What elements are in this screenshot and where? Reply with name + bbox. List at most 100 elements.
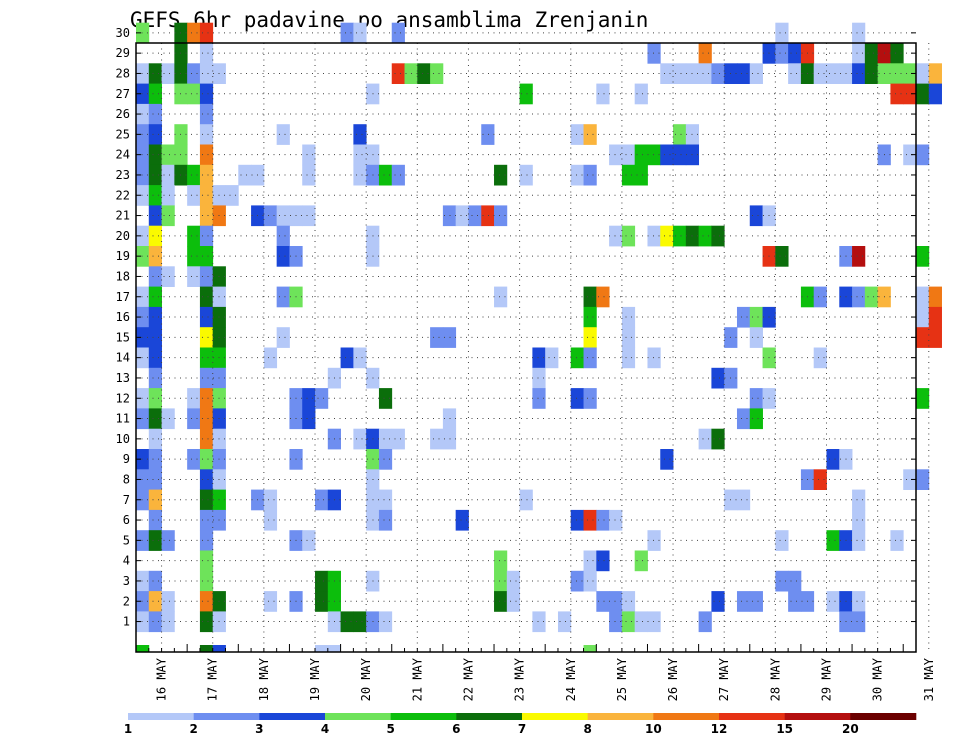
- heatmap-cell: [749, 306, 763, 328]
- heatmap-cell: [263, 509, 278, 531]
- heatmap-cell: [136, 327, 150, 348]
- heatmap-cell: [506, 570, 521, 592]
- heatmap-cell: [187, 83, 201, 105]
- x-tick-label: 21 MAY: [410, 657, 424, 701]
- heatmap-cell: [136, 611, 150, 633]
- heatmap-cell: [545, 347, 559, 369]
- heatmap-cell: [468, 205, 482, 227]
- legend-label: 8: [583, 722, 591, 736]
- y-tick-label: 30: [116, 26, 130, 40]
- heatmap-cell: [136, 449, 150, 470]
- y-tick-label: 29: [116, 46, 130, 60]
- heatmap-cell: [494, 164, 508, 186]
- y-tick-label: 17: [116, 290, 130, 304]
- heatmap-cell: [583, 347, 597, 369]
- heatmap-cell: [148, 347, 162, 369]
- legend-label: 4: [321, 722, 329, 736]
- heatmap-cell: [852, 591, 866, 612]
- heatmap-cell: [442, 205, 457, 227]
- heatmap-cell: [148, 103, 162, 125]
- heatmap-cell: [136, 530, 150, 551]
- legend-label: 12: [711, 722, 728, 736]
- heatmap-cell: [711, 428, 725, 450]
- heatmap-cell: [353, 22, 367, 44]
- heatmap-cell: [199, 22, 214, 44]
- heatmap-cell: [711, 591, 725, 612]
- heatmap-cell: [621, 591, 636, 612]
- heatmap-cell: [199, 306, 214, 328]
- heatmap-cell: [711, 225, 725, 247]
- heatmap-cell: [187, 225, 201, 247]
- heatmap-cell: [916, 388, 930, 409]
- heatmap-cell: [148, 286, 162, 308]
- heatmap-cell: [148, 489, 162, 511]
- heatmap-cell: [136, 83, 150, 105]
- heatmap-cell: [442, 428, 457, 450]
- y-tick-label: 23: [116, 168, 130, 182]
- heatmap-cell: [852, 611, 866, 633]
- heatmap-cell: [583, 306, 597, 328]
- heatmap-cell: [276, 124, 290, 145]
- heatmap-cell: [136, 63, 150, 84]
- heatmap-cell: [136, 306, 150, 328]
- x-tick-label: 17 MAY: [206, 657, 220, 701]
- legend-label: 1: [124, 722, 132, 736]
- heatmap-cell: [583, 645, 597, 653]
- heatmap-cell: [199, 509, 214, 531]
- y-tick-label: 12: [116, 391, 130, 405]
- heatmap-cell: [788, 570, 802, 592]
- heatmap-cell: [187, 449, 201, 470]
- heatmap-cell: [148, 63, 162, 84]
- heatmap-cell: [148, 327, 162, 348]
- heatmap-cell: [673, 124, 687, 145]
- heatmap-cell: [430, 327, 444, 348]
- y-tick-label: 26: [116, 107, 130, 121]
- heatmap-cell: [788, 63, 802, 84]
- heatmap-cell: [148, 205, 162, 227]
- heatmap-cell: [161, 530, 175, 551]
- heatmap-cell: [570, 388, 584, 409]
- heatmap-cell: [136, 489, 150, 511]
- heatmap-cell: [481, 124, 495, 145]
- heatmap-cell: [263, 347, 278, 369]
- heatmap-cell: [596, 509, 610, 531]
- heatmap-cell: [238, 164, 252, 186]
- heatmap-cell: [916, 286, 930, 308]
- heatmap-cell: [775, 530, 789, 551]
- heatmap-cell: [813, 469, 827, 490]
- heatmap-cell: [532, 367, 546, 389]
- heatmap-cell: [353, 124, 367, 145]
- legend-swatch: [259, 713, 326, 720]
- heatmap-cell: [391, 164, 405, 186]
- heatmap-cell: [263, 489, 278, 511]
- heatmap-cell: [852, 530, 866, 551]
- heatmap-cell: [378, 611, 393, 633]
- heatmap-cell: [148, 591, 162, 612]
- heatmap-cell: [391, 63, 405, 84]
- heatmap-cell: [890, 83, 904, 105]
- heatmap-cell: [749, 205, 763, 227]
- heatmap-cell: [199, 611, 214, 633]
- heatmap-cell: [890, 43, 904, 64]
- heatmap-cell: [736, 408, 751, 430]
- heatmap-cell: [148, 408, 162, 430]
- y-tick-label: 5: [123, 533, 130, 547]
- heatmap-cell: [916, 83, 930, 105]
- heatmap-cell: [340, 22, 354, 44]
- heatmap-cell: [378, 428, 393, 450]
- heatmap-cell: [813, 63, 827, 84]
- heatmap-cell: [161, 266, 175, 287]
- heatmap-cell: [583, 550, 597, 572]
- heatmap-cell: [276, 286, 290, 308]
- heatmap-cell: [557, 611, 572, 633]
- heatmap-cell: [621, 225, 636, 247]
- heatmap-cell: [673, 144, 687, 166]
- legend-swatch: [719, 713, 785, 720]
- heatmap-cell: [212, 645, 226, 653]
- heatmap-cell: [736, 591, 751, 612]
- heatmap-cell: [903, 83, 917, 105]
- heatmap-cell: [353, 611, 367, 633]
- heatmap-cell: [199, 225, 214, 247]
- legend-swatch: [587, 713, 654, 720]
- heatmap-cell: [698, 611, 712, 633]
